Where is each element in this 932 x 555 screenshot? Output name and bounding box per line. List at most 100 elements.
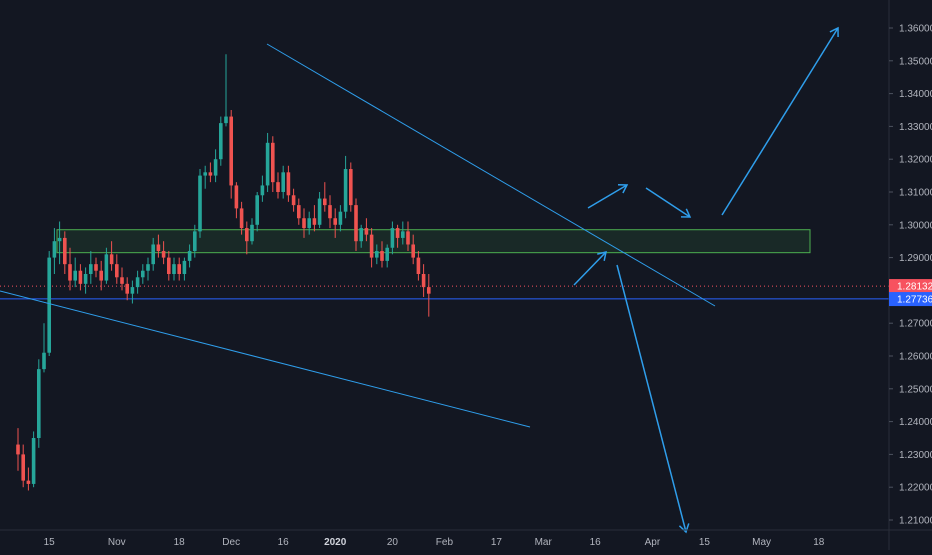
- price-badge: [889, 292, 932, 307]
- candle-body: [141, 270, 145, 278]
- price-tick-label: 1.31000: [899, 188, 932, 199]
- candle-body: [63, 237, 67, 265]
- arrow-bounce-up-shaft: [573, 251, 607, 286]
- candle-body: [172, 264, 176, 274]
- candle-body: [99, 270, 103, 281]
- price-badge-label: 1.27736: [897, 295, 932, 306]
- candle-body: [130, 287, 135, 294]
- candle-layer: [16, 54, 431, 491]
- candle-body: [57, 237, 62, 242]
- price-tick-label: 1.21000: [899, 516, 932, 527]
- candle-body: [271, 142, 275, 183]
- candle-body: [338, 211, 343, 225]
- candle-body: [213, 159, 218, 176]
- candle-body: [177, 264, 181, 274]
- support-zone-rect[interactable]: [56, 229, 811, 254]
- price-tick-label: 1.25000: [899, 384, 932, 395]
- price-tick-label: 1.34000: [899, 89, 932, 100]
- candle-body: [73, 270, 77, 281]
- candle-body: [26, 480, 31, 484]
- time-tick-label: Feb: [436, 537, 454, 548]
- candle-body: [385, 247, 389, 261]
- price-tick-label: 1.29000: [899, 253, 932, 264]
- arrow-up-short[interactable]: [587, 183, 629, 209]
- candle-body: [78, 270, 83, 284]
- candle-body: [89, 264, 93, 274]
- time-tick-label: 18: [174, 537, 186, 548]
- time-tick-label: 15: [699, 537, 711, 548]
- candle-body: [265, 142, 270, 186]
- candle-body: [281, 172, 285, 192]
- arrow-long-down[interactable]: [616, 264, 690, 534]
- candle-body: [193, 231, 197, 252]
- candle-body: [323, 198, 327, 206]
- candle-body: [156, 244, 161, 252]
- candle-body: [297, 205, 301, 219]
- arrow-long-up-shaft: [721, 27, 839, 216]
- candle-body: [333, 218, 337, 225]
- arrow-up-short-shaft: [587, 184, 628, 209]
- descending-trendline[interactable]: [266, 43, 716, 307]
- candle-body: [245, 228, 249, 242]
- candle-body: [182, 260, 187, 274]
- arrow-bounce-up[interactable]: [573, 250, 607, 286]
- candle-body: [250, 224, 254, 242]
- candle-body: [427, 287, 431, 294]
- price-tick-label: 1.27000: [899, 319, 932, 330]
- price-tick-label: 1.22000: [899, 483, 932, 494]
- arrow-down-short[interactable]: [645, 187, 692, 218]
- time-tick-label: 20: [387, 537, 399, 548]
- candle-body: [187, 251, 192, 261]
- drawing-layer[interactable]: [0, 26, 839, 534]
- candle-body: [375, 251, 379, 258]
- candle-body: [234, 185, 239, 209]
- price-badges: 1.28132 1.27736: [889, 279, 932, 307]
- candle-body: [380, 251, 384, 261]
- price-axis[interactable]: 1.21000 1.22000 1.23000 1.24000 1.25000 1.260…: [889, 24, 932, 527]
- candle-body: [349, 169, 353, 206]
- arrow-down-short-head: [680, 208, 692, 218]
- candle-body: [115, 264, 119, 278]
- time-axis[interactable]: 15 Nov 18 Dec 16 2020 20 Feb 17 Mar 16 Apr 15 May 18: [44, 537, 825, 548]
- candle-body: [198, 175, 202, 232]
- candle-body: [364, 228, 369, 235]
- candle-body: [229, 116, 233, 186]
- time-tick-label: Mar: [535, 537, 553, 548]
- price-tick-label: 1.23000: [899, 450, 932, 461]
- candle-body: [260, 185, 265, 196]
- candle-body: [312, 218, 317, 225]
- time-tick-label: 15: [44, 537, 56, 548]
- candle-body: [359, 228, 363, 242]
- candle-body: [47, 257, 51, 353]
- arrow-long-up[interactable]: [721, 26, 839, 216]
- candle-body: [317, 198, 322, 225]
- candle-body: [146, 264, 150, 271]
- candle-body: [224, 116, 228, 124]
- candle-body: [208, 172, 213, 176]
- candle-body: [302, 218, 306, 229]
- time-tick-label: 17: [491, 537, 503, 548]
- candle-body: [390, 228, 395, 248]
- candle-body: [42, 352, 46, 370]
- arrow-down-short-shaft: [645, 187, 691, 218]
- arrow-long-down-shaft: [616, 264, 687, 533]
- price-tick-label: 1.33000: [899, 122, 932, 133]
- candle-body: [395, 228, 400, 238]
- arrow-up-short-head: [617, 183, 629, 194]
- price-badge-label: 1.28132: [897, 282, 932, 293]
- candle-body: [239, 208, 244, 229]
- price-tick-label: 1.35000: [899, 56, 932, 67]
- lower-trendline[interactable]: [0, 290, 531, 428]
- candle-body: [411, 244, 415, 258]
- candle-body: [369, 234, 374, 258]
- time-tick-label: 16: [590, 537, 602, 548]
- candle-body: [31, 438, 36, 484]
- candle-body: [343, 169, 348, 212]
- candle-body: [16, 444, 20, 455]
- candle-body: [354, 205, 358, 242]
- candle-body: [83, 274, 88, 284]
- candle-body: [406, 231, 410, 245]
